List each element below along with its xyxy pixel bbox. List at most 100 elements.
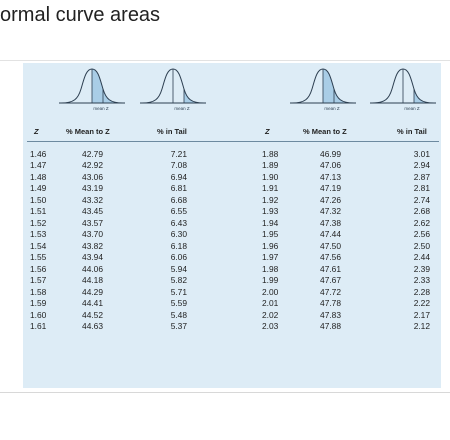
table-cell: 2.33 — [413, 275, 430, 286]
table-cell: 44.06 — [82, 263, 103, 274]
table-cell: 47.61 — [320, 263, 341, 274]
curve-in-tail-left: mean Z — [140, 68, 206, 111]
column-z-right: 1.88 1.89 1.90 1.91 1.92 1.93 1.94 1.95 1.96 1.97… — [262, 149, 282, 333]
table-cell: 5.48 — [170, 309, 187, 320]
header-mean-to-z-left: % Mean to Z — [66, 127, 110, 136]
table-cell: 6.81 — [170, 183, 187, 194]
table-cell: 2.39 — [413, 263, 430, 274]
header-z-right: Z — [265, 127, 270, 136]
table-cell: 42.79 — [82, 149, 103, 159]
table-cell: 5.59 — [170, 298, 187, 309]
table-cell: 1.89 — [262, 160, 279, 171]
table-cell: 6.30 — [170, 229, 187, 240]
table-cell: 43.06 — [82, 171, 103, 182]
table-cell: 1.90 — [262, 171, 279, 182]
normal-curve-table: mean Z mean Z mean Z mean Z Z % Mean to … — [23, 63, 441, 388]
table-cell: 1.46 — [30, 149, 47, 159]
table-cell: 1.60 — [30, 309, 47, 320]
table-cell: 1.96 — [262, 240, 279, 251]
table-cell: 47.26 — [320, 194, 341, 205]
table-cell: 2.94 — [413, 160, 430, 171]
curve-in-tail-right: mean Z — [370, 68, 436, 111]
page-title: ormal curve areas — [0, 4, 161, 26]
table-cell: 2.62 — [413, 217, 430, 228]
column-mean-to-z-left: 42.79 42.92 43.06 43.19 43.32 43.45 43.57 43.70… — [75, 149, 103, 333]
table-cell: 2.56 — [413, 229, 430, 240]
table-cell: 1.91 — [262, 183, 279, 194]
table-cell: 2.17 — [413, 309, 430, 320]
table-cell: 47.44 — [320, 229, 341, 240]
column-in-tail-right: 3.01 2.94 2.87 2.81 2.74 2.68 2.62 2.56 2.50 2.44… — [406, 149, 430, 333]
table-cell: 1.88 — [262, 149, 279, 159]
table-cell: 47.56 — [320, 252, 341, 263]
table-cell: 47.67 — [320, 275, 341, 286]
table-cell: 2.01 — [262, 298, 279, 309]
curve-label: mean Z — [174, 106, 190, 111]
table-cell: 1.92 — [262, 194, 279, 205]
curve-label: mean Z — [93, 106, 109, 111]
table-cell: 1.49 — [30, 183, 47, 194]
top-divider — [0, 60, 450, 61]
table-cell: 47.88 — [320, 321, 341, 332]
table-cell: 1.93 — [262, 206, 279, 217]
table-cell: 47.38 — [320, 217, 341, 228]
table-cell: 47.06 — [320, 160, 341, 171]
table-cell: 2.68 — [413, 206, 430, 217]
bottom-divider — [0, 392, 450, 393]
table-cell: 1.52 — [30, 217, 47, 228]
table-cell: 1.50 — [30, 194, 47, 205]
table-cell: 43.32 — [82, 194, 103, 205]
table-cell: 43.82 — [82, 240, 103, 251]
table-cell: 1.98 — [262, 263, 279, 274]
table-cell: 2.74 — [413, 194, 430, 205]
table-cell: 1.54 — [30, 240, 47, 251]
table-cell: 43.94 — [82, 252, 103, 263]
table-cell: 2.12 — [413, 321, 430, 332]
shaded-area-tail — [184, 89, 204, 103]
table-cell: 1.53 — [30, 229, 47, 240]
table-cell: 1.97 — [262, 252, 279, 263]
table-cell: 47.13 — [320, 171, 341, 182]
shaded-area-mean-to-z — [92, 69, 123, 103]
table-cell: 3.01 — [413, 149, 430, 159]
table-cell: 1.99 — [262, 275, 279, 286]
table-cell: 47.32 — [320, 206, 341, 217]
table-cell: 2.28 — [413, 286, 430, 297]
table-cell: 1.59 — [30, 298, 47, 309]
curve-mean-to-z-left: mean Z — [59, 68, 125, 111]
table-cell: 44.29 — [82, 286, 103, 297]
header-divider — [27, 141, 439, 142]
column-mean-to-z-right: 46.99 47.06 47.13 47.19 47.26 47.32 47.38 47.44… — [313, 149, 341, 333]
column-z-left: 1.46 1.47 1.48 1.49 1.50 1.51 1.52 1.53 1.54 1.55… — [30, 149, 50, 333]
table-cell: 44.18 — [82, 275, 103, 286]
table-cell: 43.57 — [82, 217, 103, 228]
table-cell: 5.71 — [170, 286, 187, 297]
header-in-tail-right: % in Tail — [397, 127, 427, 136]
shaded-area-mean-to-z — [323, 69, 354, 103]
header-z-left: Z — [34, 127, 39, 136]
table-cell: 2.87 — [413, 171, 430, 182]
table-cell: 5.82 — [170, 275, 187, 286]
table-cell: 46.99 — [320, 149, 341, 159]
table-cell: 6.55 — [170, 206, 187, 217]
table-cell: 47.83 — [320, 309, 341, 320]
table-cell: 47.50 — [320, 240, 341, 251]
table-cell: 6.94 — [170, 171, 187, 182]
table-cell: 47.72 — [320, 286, 341, 297]
table-cell: 43.45 — [82, 206, 103, 217]
table-cell: 1.56 — [30, 263, 47, 274]
table-cell: 6.06 — [170, 252, 187, 263]
table-cell: 2.02 — [262, 309, 279, 320]
table-cell: 2.50 — [413, 240, 430, 251]
header-mean-to-z-right: % Mean to Z — [303, 127, 347, 136]
table-cell: 1.55 — [30, 252, 47, 263]
table-cell: 1.94 — [262, 217, 279, 228]
table-cell: 1.95 — [262, 229, 279, 240]
table-cell: 1.57 — [30, 275, 47, 286]
table-cell: 1.48 — [30, 171, 47, 182]
column-in-tail-left: 7.21 7.08 6.94 6.81 6.68 6.55 6.43 6.30 6.18 6.06… — [163, 149, 187, 333]
curve-mean-to-z-right: mean Z — [290, 68, 356, 111]
table-cell: 47.19 — [320, 183, 341, 194]
table-cell: 2.44 — [413, 252, 430, 263]
table-cell: 44.52 — [82, 309, 103, 320]
